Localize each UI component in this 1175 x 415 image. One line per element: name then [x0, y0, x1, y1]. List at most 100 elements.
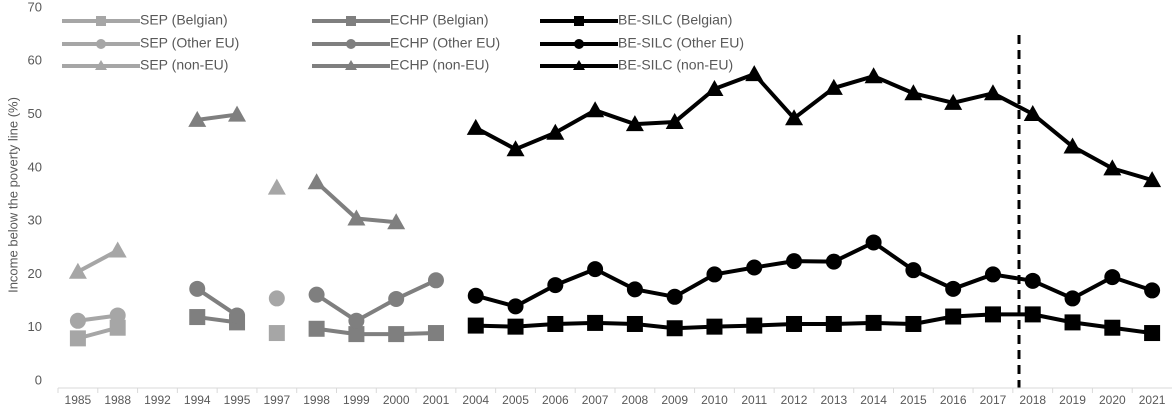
x-tick-label: 2015 — [900, 393, 927, 407]
marker — [1104, 319, 1121, 336]
marker — [625, 115, 644, 132]
legend-label: ECHP (non-EU) — [390, 57, 489, 73]
y-tick-label: 30 — [28, 213, 42, 228]
marker — [466, 118, 485, 135]
marker — [706, 318, 723, 335]
marker — [746, 259, 763, 276]
marker — [346, 39, 356, 49]
x-tick-label: 1999 — [343, 393, 370, 407]
marker — [188, 110, 207, 127]
marker — [865, 234, 882, 251]
marker — [824, 78, 843, 95]
x-tick-label: 2017 — [980, 393, 1007, 407]
x-tick-label: 2009 — [661, 393, 688, 407]
marker — [945, 280, 962, 297]
marker — [346, 16, 356, 26]
marker — [865, 314, 882, 331]
marker — [348, 312, 365, 329]
y-tick-label: 70 — [28, 0, 42, 14]
x-tick-label: 2013 — [820, 393, 847, 407]
y-tick-label: 0 — [35, 372, 42, 387]
marker — [786, 253, 803, 270]
marker — [507, 298, 524, 315]
marker — [626, 281, 643, 298]
marker — [68, 262, 87, 279]
marker — [268, 325, 285, 342]
legend-label: BE-SILC (Other EU) — [618, 35, 744, 51]
x-tick-label: 2012 — [781, 393, 808, 407]
marker — [1144, 282, 1161, 299]
legend-label: ECHP (Belgian) — [390, 12, 489, 28]
marker — [108, 241, 127, 258]
legend-label: BE-SILC (non-EU) — [618, 57, 733, 73]
y-tick-label: 40 — [28, 159, 42, 174]
marker — [507, 318, 524, 335]
marker — [546, 123, 565, 140]
series-line — [474, 72, 1153, 183]
marker — [267, 178, 286, 195]
marker — [1144, 325, 1161, 342]
marker — [467, 317, 484, 334]
y-tick-label: 50 — [28, 106, 42, 121]
x-tick-label: 2021 — [1139, 393, 1166, 407]
series-line — [78, 328, 277, 339]
marker — [864, 67, 883, 84]
marker — [666, 320, 683, 337]
marker — [388, 290, 405, 307]
series-line — [475, 312, 1153, 336]
x-tick-label: 1995 — [224, 393, 251, 407]
marker — [387, 213, 406, 230]
marker — [268, 290, 285, 307]
marker — [825, 315, 842, 332]
marker — [427, 272, 444, 289]
marker — [547, 277, 564, 294]
marker — [109, 307, 126, 324]
marker — [308, 286, 325, 303]
marker — [1104, 269, 1121, 286]
marker — [1024, 272, 1041, 289]
x-tick-label: 2019 — [1059, 393, 1086, 407]
marker — [427, 325, 444, 342]
marker — [904, 84, 923, 101]
legend-label: BE-SILC (Belgian) — [618, 12, 732, 28]
marker — [665, 113, 684, 130]
marker — [506, 140, 525, 157]
marker — [705, 79, 724, 96]
marker — [1143, 171, 1162, 188]
marker — [109, 319, 126, 336]
x-tick-label: 1988 — [104, 393, 131, 407]
x-tick-label: 2005 — [502, 393, 529, 407]
x-tick-label: 2018 — [1019, 393, 1046, 407]
marker — [905, 262, 922, 279]
marker — [785, 109, 804, 126]
marker — [547, 315, 564, 332]
marker — [467, 287, 484, 304]
x-tick-label: 1992 — [144, 393, 171, 407]
marker — [1023, 105, 1042, 122]
marker — [586, 101, 605, 118]
marker — [944, 93, 963, 110]
x-tick-label: 2008 — [622, 393, 649, 407]
marker — [388, 326, 405, 343]
marker — [1064, 314, 1081, 331]
x-tick-label: 1998 — [303, 393, 330, 407]
marker — [746, 317, 763, 334]
x-tick-label: 1997 — [263, 393, 290, 407]
y-tick-label: 60 — [28, 53, 42, 68]
x-tick-label: 2000 — [383, 393, 410, 407]
x-tick-label: 2006 — [542, 393, 569, 407]
x-tick-label: 2010 — [701, 393, 728, 407]
y-tick-label: 10 — [28, 319, 42, 334]
legend-label: SEP (Belgian) — [140, 12, 228, 28]
marker — [95, 60, 107, 70]
marker — [786, 315, 803, 332]
marker — [983, 84, 1002, 101]
x-tick-label: 1985 — [65, 393, 92, 407]
marker — [574, 39, 584, 49]
x-tick-label: 2016 — [940, 393, 967, 407]
marker — [1063, 137, 1082, 154]
marker — [345, 60, 357, 70]
marker — [348, 326, 365, 343]
x-tick-label: 2001 — [423, 393, 450, 407]
